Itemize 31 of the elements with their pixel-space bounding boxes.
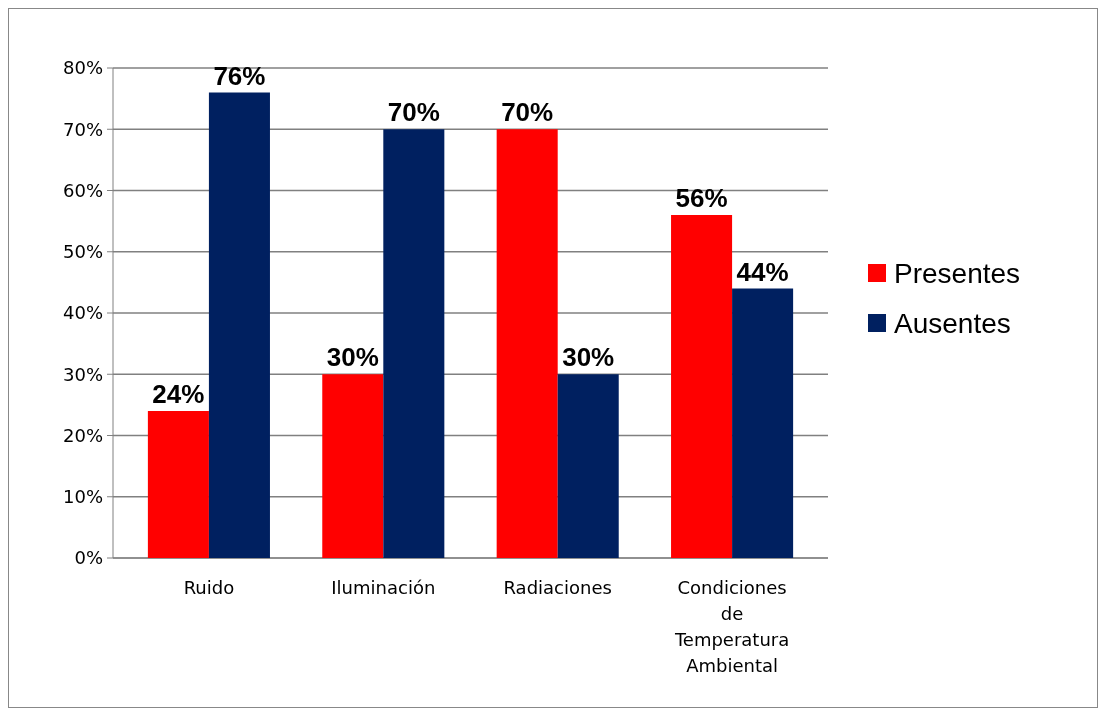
y-tick-label: 40% (62, 302, 103, 324)
bar (208, 92, 270, 558)
bar (557, 374, 619, 558)
data-label: 70% (387, 97, 440, 128)
x-tick-label: Iluminación (331, 577, 436, 598)
y-tick-label: 80% (62, 57, 103, 79)
legend-label: Ausentes (894, 307, 1011, 339)
y-tick-label: 60% (62, 179, 103, 201)
data-label: 30% (562, 342, 615, 373)
bar (732, 288, 794, 558)
bar (322, 374, 384, 558)
y-tick-label: 20% (62, 424, 103, 446)
x-tick-label: Ruido (183, 577, 235, 598)
x-tick-label: Condiciones de Temperatura Ambiental (673, 577, 790, 676)
legend-label: Presentes (894, 257, 1021, 289)
data-label: 44% (736, 256, 789, 287)
bar (496, 129, 558, 558)
y-tick-label: 30% (62, 363, 103, 385)
bar (147, 411, 209, 558)
data-label: 56% (675, 183, 728, 213)
data-label: 70% (501, 97, 554, 128)
y-tick-label: 70% (62, 118, 103, 140)
x-tick-label: Radiaciones (503, 577, 612, 598)
data-label: 24% (152, 379, 205, 409)
y-tick-label: 10% (62, 486, 103, 508)
bar (383, 129, 445, 558)
y-tick-label: 50% (62, 241, 103, 263)
bar (671, 215, 733, 558)
data-label: 76% (213, 60, 266, 91)
data-label: 30% (326, 342, 379, 373)
y-tick-label: 0% (74, 547, 103, 569)
